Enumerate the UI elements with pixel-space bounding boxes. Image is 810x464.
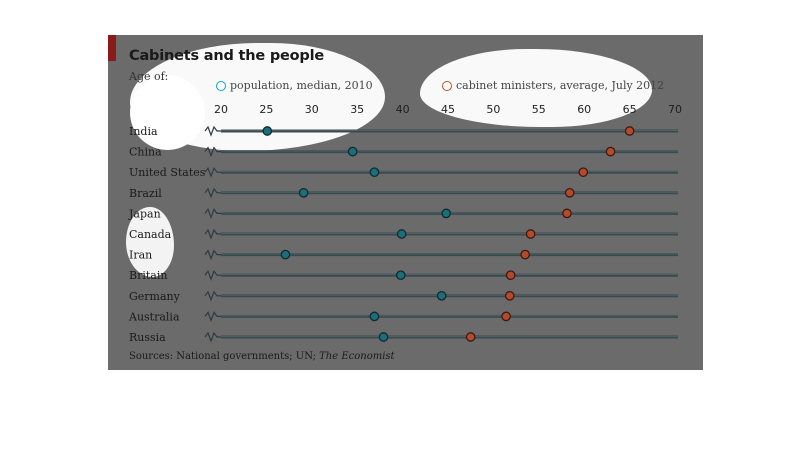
point-population [262, 126, 273, 136]
highlight-blob [130, 75, 205, 150]
axis-break-mark [204, 311, 221, 323]
axis-break-mark [204, 269, 221, 281]
point-ministers [564, 187, 575, 198]
x-tick-label: 40 [396, 103, 410, 116]
legend-label: cabinet ministers, average, July 2012 [456, 79, 665, 92]
category-label: Australia [128, 310, 180, 323]
x-tick-label: 60 [577, 103, 591, 116]
point-population [369, 167, 380, 178]
point-population [395, 270, 406, 281]
point-population [347, 146, 358, 157]
category-label: Britain [129, 269, 167, 282]
x-tick-label: 30 [305, 103, 319, 116]
point-ministers [578, 167, 589, 178]
category-label: Japan [128, 207, 161, 220]
point-population [378, 332, 389, 342]
highlight-blob [420, 49, 652, 127]
source-note: Sources: National governments; UN; The E… [129, 351, 395, 362]
axis-break-mark [204, 331, 221, 343]
chart-panel: Cabinets and the people Age of: populati… [108, 35, 703, 370]
x-tick-label: 65 [623, 103, 637, 116]
point-population [436, 290, 447, 301]
x-tick-label: 70 [668, 103, 682, 116]
axis-break-mark [204, 290, 221, 302]
x-tick-label: 50 [486, 103, 500, 116]
x-tick-label: 25 [259, 103, 273, 116]
category-label: Russia [129, 331, 166, 344]
x-tick-label: 45 [441, 103, 455, 116]
axis-break-mark [204, 166, 221, 178]
source-publication: The Economist [319, 351, 395, 362]
chart-subtitle: Age of: [129, 70, 169, 83]
x-tick-label: 35 [350, 103, 364, 116]
axis-break-mark [204, 146, 221, 158]
point-ministers [624, 126, 635, 136]
axis-break-mark [204, 125, 221, 137]
axis-break-mark [204, 228, 221, 240]
category-label: China [129, 146, 162, 159]
highlight-blob [126, 207, 174, 277]
point-ministers [520, 249, 531, 260]
category-label: Germany [129, 290, 181, 303]
x-tick-label: 20 [214, 103, 228, 116]
chart-title: Cabinets and the people [129, 48, 324, 64]
legend-label: population, median, 2010 [230, 79, 373, 92]
point-ministers [465, 332, 476, 342]
point-population [441, 208, 452, 219]
category-label: Canada [129, 228, 172, 241]
point-population [396, 229, 407, 239]
legend-marker-icon [216, 80, 226, 91]
point-ministers [505, 270, 516, 281]
point-ministers [501, 311, 511, 322]
point-ministers [605, 146, 616, 157]
legend-item-population: population, median, 2010 [216, 79, 373, 92]
axis-break-mark [204, 187, 221, 199]
point-ministers [504, 290, 515, 301]
point-ministers [562, 208, 572, 219]
point-ministers [525, 229, 536, 239]
category-label: Brazil [129, 187, 162, 200]
axis-break-mark [204, 208, 221, 220]
point-population [369, 311, 380, 322]
brand-tab [108, 35, 116, 61]
category-label: India [129, 125, 158, 138]
category-label: Iran [129, 249, 152, 262]
x-tick-label: 55 [532, 103, 546, 116]
source-text: Sources: National governments; UN; [129, 351, 320, 362]
axis-break-mark [204, 249, 221, 261]
dot-plot: 20 25 30 35 40 45 50 55 60 65 70 India China United S… [128, 103, 682, 344]
legend-marker-icon [442, 80, 452, 91]
category-label: United States [129, 166, 206, 179]
legend-item-ministers: cabinet ministers, average, July 2012 [442, 79, 664, 92]
point-population [280, 249, 291, 260]
point-population [298, 187, 309, 198]
